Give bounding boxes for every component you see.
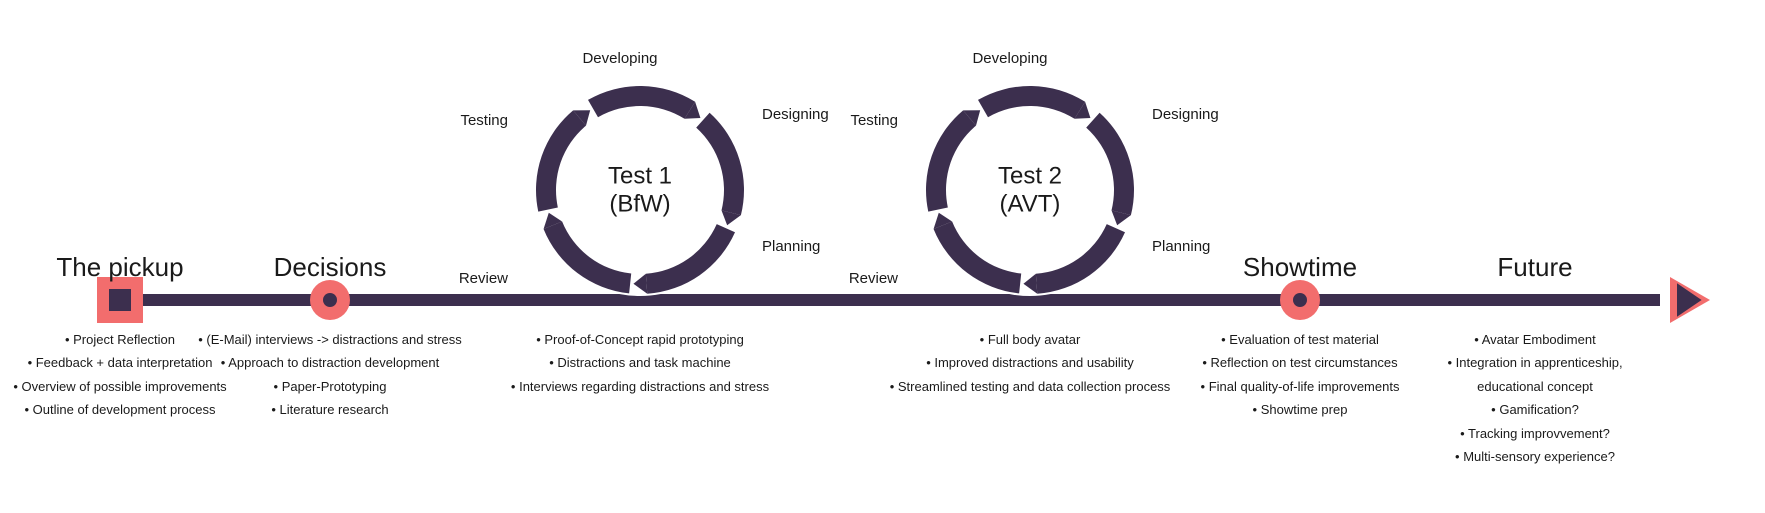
bullet-item: Proof-of-Concept rapid prototyping: [511, 328, 769, 351]
cycle-test2-label-review: Review: [849, 270, 898, 287]
cycle-test1-label-developing: Developing: [582, 50, 657, 67]
cycle-test2-label-designing: Designing: [1152, 106, 1219, 123]
title-decisions: Decisions: [274, 252, 387, 283]
bullet-item: Tracking improvvement?: [1420, 422, 1650, 445]
marker-showtime-inner: [1293, 293, 1307, 307]
cycle-test1-center: Test 1(BfW): [608, 162, 672, 217]
bullet-item: Overview of possible improvements: [13, 375, 226, 398]
bullet-item: Improved distractions and usability: [890, 351, 1171, 374]
bullet-item: Distractions and task machine: [511, 351, 769, 374]
cycle-test2-label-planning: Planning: [1152, 238, 1210, 255]
cycle-center-line2: (BfW): [608, 190, 672, 218]
bullet-item: Project Reflection: [13, 328, 226, 351]
bullet-item: Avatar Embodiment: [1420, 328, 1650, 351]
cycle-test1-label-planning: Planning: [762, 238, 820, 255]
bullets-test2: Full body avatarImproved distractions an…: [890, 328, 1171, 398]
cycle-test1-label-testing: Testing: [460, 112, 508, 129]
bullet-item: Streamlined testing and data collection …: [890, 375, 1171, 398]
bullet-item: (E-Mail) interviews -> distractions and …: [198, 328, 462, 351]
bullet-item: Final quality-of-life improvements: [1201, 375, 1400, 398]
bullets-pickup: Project ReflectionFeedback + data interp…: [13, 328, 226, 422]
cycle-test1-label-designing: Designing: [762, 106, 829, 123]
bullets-test1: Proof-of-Concept rapid prototypingDistra…: [511, 328, 769, 398]
bullet-item: Multi-sensory experience?: [1420, 445, 1650, 468]
bullet-item: Feedback + data interpretation: [13, 351, 226, 374]
cycle-center-line2: (AVT): [998, 190, 1062, 218]
marker-pickup-inner: [109, 289, 131, 311]
bullet-item: Evaluation of test material: [1201, 328, 1400, 351]
cycle-test1-label-review: Review: [459, 270, 508, 287]
bullet-item: Interviews regarding distractions and st…: [511, 375, 769, 398]
bullet-item: Approach to distraction development: [198, 351, 462, 374]
bullets-future: Avatar EmbodimentIntegration in apprenti…: [1420, 328, 1650, 468]
cycle-test2-label-testing: Testing: [850, 112, 898, 129]
cycle-test2-center: Test 2(AVT): [998, 162, 1062, 217]
bullet-item: Reflection on test circumstances: [1201, 351, 1400, 374]
bullet-item: Showtime prep: [1201, 398, 1400, 421]
bullet-item: Full body avatar: [890, 328, 1171, 351]
marker-decisions-inner: [323, 293, 337, 307]
bullets-showtime: Evaluation of test materialReflection on…: [1201, 328, 1400, 422]
bullets-decisions: (E-Mail) interviews -> distractions and …: [198, 328, 462, 422]
bullet-item: Gamification?: [1420, 398, 1650, 421]
bullet-item: Integration in apprenticeship, education…: [1420, 351, 1650, 398]
title-showtime: Showtime: [1243, 252, 1357, 283]
cycle-center-line1: Test 1: [608, 162, 672, 190]
bullet-item: Literature research: [198, 398, 462, 421]
bullet-item: Outline of development process: [13, 398, 226, 421]
cycle-center-line1: Test 2: [998, 162, 1062, 190]
title-future: Future: [1497, 252, 1572, 283]
cycle-test2-label-developing: Developing: [972, 50, 1047, 67]
title-pickup: The pickup: [56, 252, 183, 283]
bullet-item: Paper-Prototyping: [198, 375, 462, 398]
timeline-diagram: The pickup Project ReflectionFeedback + d…: [0, 0, 1765, 513]
